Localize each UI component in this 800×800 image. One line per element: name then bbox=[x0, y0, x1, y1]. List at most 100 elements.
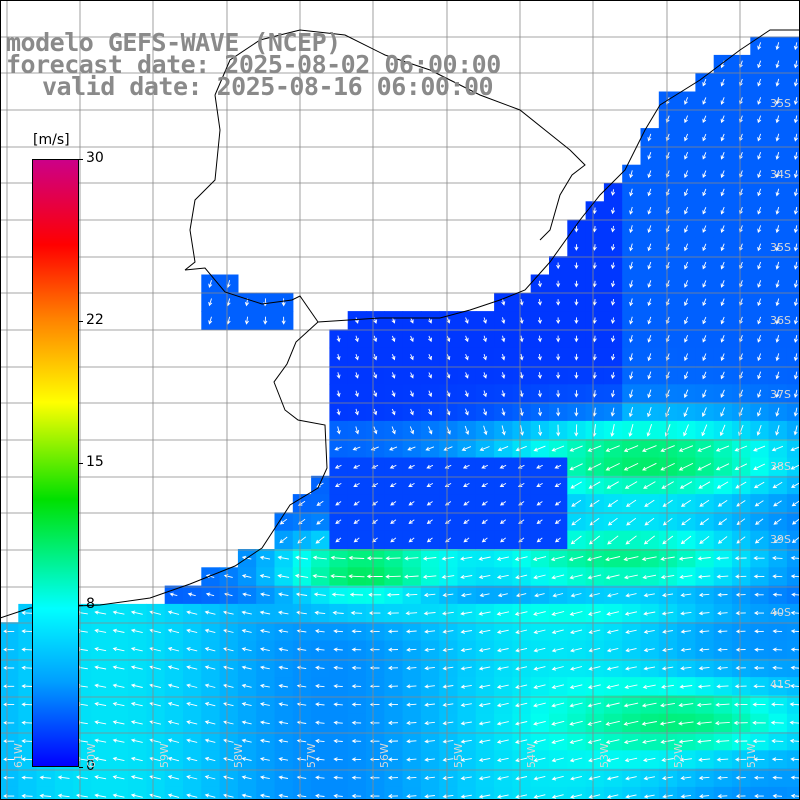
wind-arrow bbox=[94, 738, 107, 743]
wind-arrow bbox=[241, 628, 252, 633]
wind-arrow bbox=[661, 666, 674, 671]
wind-cell bbox=[128, 786, 147, 800]
wind-arrow bbox=[610, 280, 616, 288]
wind-arrow bbox=[259, 555, 271, 560]
wind-arrow bbox=[223, 793, 234, 798]
wind-arrow bbox=[259, 738, 270, 743]
wind-arrow bbox=[678, 445, 694, 452]
wind-arrow bbox=[222, 610, 234, 615]
wind-arrow bbox=[698, 481, 711, 489]
wind-arrow bbox=[481, 519, 488, 524]
wind-arrow bbox=[605, 739, 620, 745]
wind-arrow bbox=[757, 353, 762, 362]
wind-arrow bbox=[315, 683, 325, 689]
wind-arrow bbox=[569, 445, 583, 452]
wind-cell bbox=[786, 164, 800, 184]
wind-arrow bbox=[757, 42, 762, 50]
wind-arrow bbox=[537, 353, 542, 361]
wind-arrow bbox=[623, 556, 639, 562]
wind-arrow bbox=[623, 702, 639, 708]
wind-arrow bbox=[678, 739, 693, 744]
wind-arrow bbox=[441, 574, 455, 579]
wind-arrow bbox=[702, 133, 707, 142]
wind-arrow bbox=[610, 189, 616, 196]
wind-arrow bbox=[588, 794, 601, 799]
wind-arrow bbox=[662, 794, 673, 799]
river-border-path bbox=[184, 94, 221, 271]
wind-arrow bbox=[241, 610, 252, 615]
wind-arrow bbox=[629, 170, 634, 179]
wind-cell bbox=[786, 274, 800, 294]
wind-arrow bbox=[661, 757, 674, 763]
wind-arrow bbox=[605, 702, 620, 708]
wind-arrow bbox=[313, 592, 326, 597]
wind-arrow bbox=[351, 702, 362, 707]
wind-arrow bbox=[606, 666, 619, 671]
wind-arrow bbox=[716, 556, 729, 561]
wind-arrow bbox=[499, 483, 507, 487]
wind-arrow bbox=[496, 776, 509, 781]
wind-arrow bbox=[478, 648, 491, 653]
wind-arrow bbox=[678, 703, 694, 708]
wind-arrow bbox=[263, 316, 268, 325]
wind-cell bbox=[457, 786, 477, 800]
wind-arrow bbox=[21, 702, 33, 707]
wind-arrow bbox=[424, 721, 435, 726]
wind-arrow bbox=[460, 574, 473, 579]
wind-arrow bbox=[625, 535, 637, 545]
wind-arrow bbox=[223, 647, 234, 652]
wind-arrow bbox=[387, 720, 399, 726]
wind-arrow bbox=[281, 316, 286, 325]
wind-arrow bbox=[757, 316, 762, 325]
wind-arrow bbox=[752, 739, 766, 744]
wind-arrow bbox=[331, 592, 345, 597]
wind-arrow bbox=[753, 684, 765, 689]
wind-arrow bbox=[683, 424, 689, 437]
wind-arrow bbox=[186, 683, 198, 688]
wind-arrow bbox=[643, 629, 655, 634]
wind-arrow bbox=[390, 519, 397, 524]
wind-arrow bbox=[21, 757, 33, 762]
wind-arrow bbox=[482, 372, 487, 379]
wind-cell bbox=[732, 786, 751, 800]
wind-arrow bbox=[606, 647, 619, 653]
wind-arrow bbox=[697, 574, 711, 579]
wind-arrow bbox=[716, 757, 729, 762]
wind-arrow bbox=[734, 463, 748, 471]
wind-arrow bbox=[442, 684, 454, 689]
wind-arrow bbox=[406, 647, 417, 652]
wind-arrow bbox=[754, 592, 764, 597]
wind-arrow bbox=[349, 592, 364, 597]
wind-arrow bbox=[442, 647, 454, 653]
wind-arrow bbox=[241, 757, 252, 762]
wind-arrow bbox=[734, 739, 748, 744]
wind-arrow bbox=[149, 738, 162, 743]
title-model: modelo GEFS-WAVE (NCEP) bbox=[6, 28, 341, 57]
wind-arrow bbox=[295, 555, 308, 560]
wind-arrow bbox=[753, 611, 765, 616]
wind-arrow bbox=[3, 684, 15, 689]
wind-arrow bbox=[519, 425, 524, 436]
wind-arrow bbox=[389, 446, 398, 451]
wind-arrow bbox=[643, 666, 656, 671]
wind-arrow bbox=[775, 261, 780, 270]
wind-arrow bbox=[646, 424, 653, 437]
wind-arrow bbox=[204, 701, 216, 707]
wind-arrow bbox=[130, 738, 143, 743]
wind-arrow bbox=[315, 775, 325, 780]
wind-arrow bbox=[112, 683, 125, 688]
wind-arrow bbox=[753, 757, 765, 762]
wind-arrow bbox=[775, 115, 780, 124]
wind-arrow bbox=[720, 353, 725, 362]
wind-arrow bbox=[130, 775, 143, 780]
colorbar-tick-label: 22 bbox=[86, 312, 104, 328]
wind-arrow bbox=[94, 628, 107, 633]
wind-arrow bbox=[720, 316, 725, 325]
wind-arrow bbox=[775, 97, 780, 106]
wind-arrow bbox=[629, 243, 634, 252]
wind-arrow bbox=[335, 501, 342, 506]
wind-arrow bbox=[736, 536, 746, 544]
wind-arrow bbox=[336, 372, 341, 379]
wind-arrow bbox=[574, 317, 579, 325]
wind-arrow bbox=[605, 720, 620, 726]
